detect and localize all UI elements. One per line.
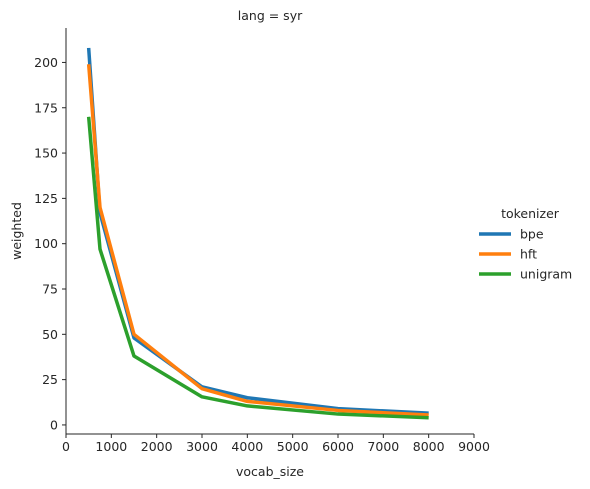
- y-tick-label: 75: [42, 282, 58, 297]
- series-line-unigram: [86, 116, 429, 420]
- x-tick-label: 4000: [231, 439, 263, 454]
- legend-items: bpe hft unigram: [479, 227, 572, 282]
- series-lines: [86, 47, 429, 420]
- x-ticks: 0 1000 2000 3000 4000 5000 6000 7000 8000 9000: [62, 434, 490, 454]
- axes: [65, 28, 474, 435]
- y-tick-label: 100: [34, 236, 58, 251]
- x-tick-label: 6000: [322, 439, 354, 454]
- legend-label-unigram: unigram: [520, 267, 572, 282]
- x-tick-label: 8000: [413, 439, 445, 454]
- x-tick-label: 3000: [186, 439, 218, 454]
- x-tick-label: 0: [62, 439, 70, 454]
- y-ticks: 0 25 50 75 100 125 150 175 200: [34, 55, 66, 432]
- legend-title: tokenizer: [501, 206, 560, 221]
- legend-label-hft: hft: [520, 247, 537, 262]
- y-tick-label: 175: [34, 100, 58, 115]
- y-tick-label: 0: [50, 417, 58, 432]
- y-tick-label: 150: [34, 146, 58, 161]
- x-tick-label: 5000: [277, 439, 309, 454]
- x-tick-label: 9000: [458, 439, 490, 454]
- panel-title: lang = syr: [238, 8, 303, 23]
- x-tick-label: 1000: [95, 439, 127, 454]
- legend: tokenizer bpe hft unigram: [479, 206, 572, 282]
- y-tick-label: 50: [42, 327, 58, 342]
- x-axis-title: vocab_size: [236, 464, 304, 479]
- y-tick-label: 125: [34, 191, 58, 206]
- x-tick-label: 7000: [367, 439, 399, 454]
- y-tick-label: 200: [34, 55, 58, 70]
- legend-label-bpe: bpe: [520, 227, 544, 242]
- x-tick-label: 2000: [141, 439, 173, 454]
- y-tick-label: 25: [42, 372, 58, 387]
- y-axis-title: weighted: [9, 202, 24, 260]
- series-line-hft: [86, 64, 429, 417]
